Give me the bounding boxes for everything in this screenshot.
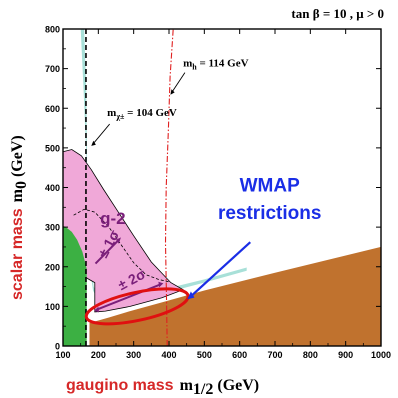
g2-one-sigma-boundary <box>73 208 170 283</box>
y-tick-label: 500 <box>45 143 60 153</box>
x-tick-label: 100 <box>55 350 70 360</box>
two-sigma-arrowhead <box>158 281 164 288</box>
x-tick-label: 600 <box>232 350 247 360</box>
y-tick-label: 200 <box>45 262 60 272</box>
x-tick-label: 200 <box>91 350 106 360</box>
regions-layer <box>62 29 381 346</box>
x-tick-label: 1000 <box>371 350 391 360</box>
y-axis-label-subscript: 0 <box>13 181 30 189</box>
higgs-annotation: mh = 114 GeV <box>183 58 248 72</box>
wmap-label-line2: restrictions <box>218 203 321 224</box>
two-sigma-arrowhead-start <box>94 306 100 313</box>
ticks-layer: 100 200 300 400 500 600 700 800 900 1000010020030… <box>45 25 391 361</box>
wmap-arrowhead <box>187 291 195 300</box>
y-tick-label: 0 <box>55 342 60 352</box>
wmap-strip-region <box>80 29 247 303</box>
svg-text:scalar massm0 (GeV): scalar mass m0 (GeV) <box>9 135 30 300</box>
wmap-arrow <box>191 241 252 297</box>
higgs-limit-line <box>164 28 174 347</box>
higgs-arrowhead <box>170 89 175 95</box>
x-tick-label: 300 <box>126 350 141 360</box>
x-tick-label: 700 <box>267 350 282 360</box>
x-tick-label: 400 <box>161 350 176 360</box>
chargino-arrowhead <box>91 140 96 146</box>
y-tick-label: 400 <box>45 183 60 193</box>
green-excluded-region <box>63 225 87 346</box>
x-tick-label: 900 <box>338 350 353 360</box>
brown-excluded-region <box>89 246 381 346</box>
x-axis-label-subscript: 1/2 <box>193 381 213 398</box>
y-tick-label: 600 <box>45 104 60 114</box>
x-axis-label: gaugino mass m1/2 (GeV) <box>66 377 259 398</box>
y-tick-label: 300 <box>45 223 60 233</box>
y-axis-label-prefix: scalar mass <box>9 208 26 300</box>
g2-label: g-2 <box>100 209 126 228</box>
chargino-annotation: mχ± = 104 GeV <box>107 107 177 121</box>
lines-layer <box>73 28 174 347</box>
y-axis-label-symbol: m <box>9 188 26 202</box>
y-axis-label-unit: (GeV) <box>9 135 26 181</box>
chart-title: tan β = 10 , μ > 0 <box>291 6 384 21</box>
one-sigma-arrowhead <box>116 237 121 244</box>
x-axis-label-unit: (GeV) <box>213 377 259 394</box>
y-tick-label: 700 <box>45 64 60 74</box>
x-tick-label: 800 <box>303 350 318 360</box>
x-axis-label-prefix: gaugino mass <box>66 377 174 394</box>
x-tick-label: 500 <box>197 350 212 360</box>
wmap-label-line1: WMAP <box>240 175 300 196</box>
one-sigma-arrow <box>94 239 120 265</box>
y-tick-label: 100 <box>45 302 60 312</box>
x-axis-label-symbol: m <box>180 377 194 394</box>
y-tick-label: 800 <box>45 25 60 35</box>
y-axis-label: scalar mass m0 (GeV) <box>9 135 30 300</box>
higgs-annotation-arrow <box>171 72 186 93</box>
chargino-annotation-arrow <box>92 123 110 145</box>
wmap-highlight-ellipse <box>84 287 190 326</box>
